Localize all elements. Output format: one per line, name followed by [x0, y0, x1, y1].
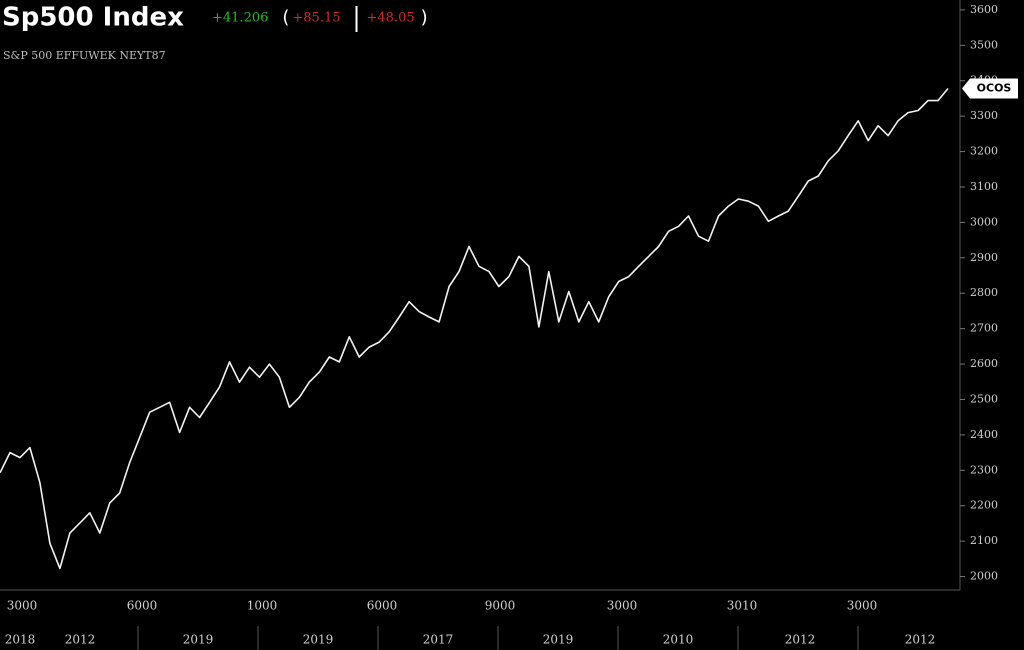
x-tick-label: 6000 — [127, 599, 158, 613]
x-tick-label: 3010 — [727, 599, 758, 613]
x-tick-label: 1000 — [247, 599, 278, 613]
y-tick-label: 2300 — [970, 463, 998, 476]
y-tick-label: 2600 — [970, 357, 998, 370]
x-period-label: 2012 — [785, 633, 816, 647]
y-tick-label: 3500 — [970, 38, 998, 51]
last-price-label: OCOS — [977, 82, 1012, 95]
chart-title: Sp500 Index — [2, 3, 184, 33]
y-tick-label: 2200 — [970, 499, 998, 512]
paren: ) — [421, 7, 428, 28]
x-period-label: 2017 — [423, 633, 454, 647]
x-period-label: 2018 — [5, 633, 36, 647]
x-tick-label: 3000 — [607, 599, 638, 613]
x-period-label: 2019 — [183, 633, 214, 647]
y-tick-label: 2500 — [970, 392, 998, 405]
paren: ( — [282, 7, 289, 28]
y-tick-label: 3000 — [970, 215, 998, 228]
y-tick-label: 2900 — [970, 251, 998, 264]
x-tick-label: 6000 — [367, 599, 398, 613]
last-price-tag — [962, 78, 1018, 99]
y-tick-label: 2800 — [970, 286, 998, 299]
change-label: +85.15 — [292, 11, 340, 26]
x-period-label: 2019 — [303, 633, 334, 647]
x-tick-label: 9000 — [485, 599, 516, 613]
change-label: +41.206 — [212, 11, 268, 26]
y-tick-label: 3600 — [970, 3, 998, 16]
y-tick-label: 2100 — [970, 534, 998, 547]
x-tick-label: 3000 — [847, 599, 878, 613]
y-tick-label: 2700 — [970, 322, 998, 335]
subtitle: S&P 500 EFFUWEK NEYT87 — [3, 49, 166, 62]
y-tick-label: 3100 — [970, 180, 998, 193]
y-tick-label: 3200 — [970, 145, 998, 158]
x-tick-label: 3000 — [7, 599, 38, 613]
y-tick-label: 2000 — [970, 570, 998, 583]
x-period-label: 2010 — [663, 633, 694, 647]
x-period-label: 2012 — [65, 633, 96, 647]
y-tick-label: 2400 — [970, 428, 998, 441]
change-label: +48.05 — [367, 11, 415, 26]
y-tick-label: 3300 — [970, 109, 998, 122]
x-period-label: 2012 — [905, 633, 936, 647]
price-line — [0, 87, 949, 570]
x-period-label: 2019 — [543, 633, 574, 647]
